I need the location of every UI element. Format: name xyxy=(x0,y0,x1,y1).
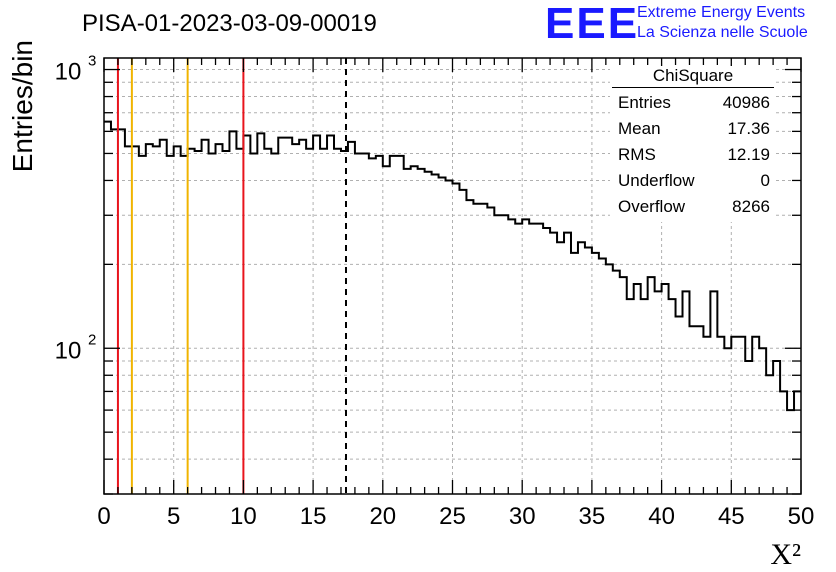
y-tick-exponent: 2 xyxy=(88,331,96,348)
x-tick-label: 5 xyxy=(167,503,180,530)
x-tick-label: 40 xyxy=(648,503,675,530)
stats-row-overflow: Overflow 8266 xyxy=(610,196,776,222)
y-tick-exponent: 3 xyxy=(88,53,96,70)
logo-line-2: La Scienza nelle Scuole xyxy=(637,24,808,41)
stats-label: RMS xyxy=(618,145,656,164)
x-tick-label: 30 xyxy=(509,503,536,530)
stats-value: 12.19 xyxy=(727,145,770,164)
x-axis-label: X² xyxy=(770,538,801,571)
logo-line-1: Extreme Energy Events xyxy=(637,4,806,21)
stats-value: 0 xyxy=(760,171,770,190)
stats-value: 40986 xyxy=(722,93,770,112)
chart-title: PISA-01-2023-03-09-00019 xyxy=(82,10,377,37)
x-tick-label: 10 xyxy=(230,503,257,530)
stats-label: Overflow xyxy=(618,197,686,216)
histogram-series xyxy=(104,120,801,412)
stats-label: Mean xyxy=(618,119,661,138)
eee-logo: EEE xyxy=(545,0,640,48)
x-tick-label: 25 xyxy=(439,503,466,530)
x-tick-label: 35 xyxy=(579,503,606,530)
x-tick-label: 15 xyxy=(300,503,327,530)
stats-label: Underflow xyxy=(618,171,695,190)
x-tick-label: 50 xyxy=(788,503,815,530)
stats-row-underflow: Underflow 0 xyxy=(610,170,776,196)
stats-value: 17.36 xyxy=(727,119,770,138)
stats-value: 8266 xyxy=(732,197,770,216)
x-tick-label: 45 xyxy=(718,503,745,530)
stats-row-entries: Entries 40986 xyxy=(610,92,776,118)
y-tick-label: 10 xyxy=(55,337,82,364)
x-tick-label: 20 xyxy=(369,503,396,530)
stats-box: ChiSquare Entries 40986 Mean 17.36 RMS 1… xyxy=(610,66,776,222)
stats-row-rms: RMS 12.19 xyxy=(610,144,776,170)
y-tick-label: 10 xyxy=(55,59,82,86)
stats-header: ChiSquare xyxy=(612,66,774,88)
stats-row-mean: Mean 17.36 xyxy=(610,118,776,144)
x-tick-label: 0 xyxy=(97,503,110,530)
y-axis-label: Entries/bin xyxy=(7,40,38,172)
stats-label: Entries xyxy=(618,93,671,112)
